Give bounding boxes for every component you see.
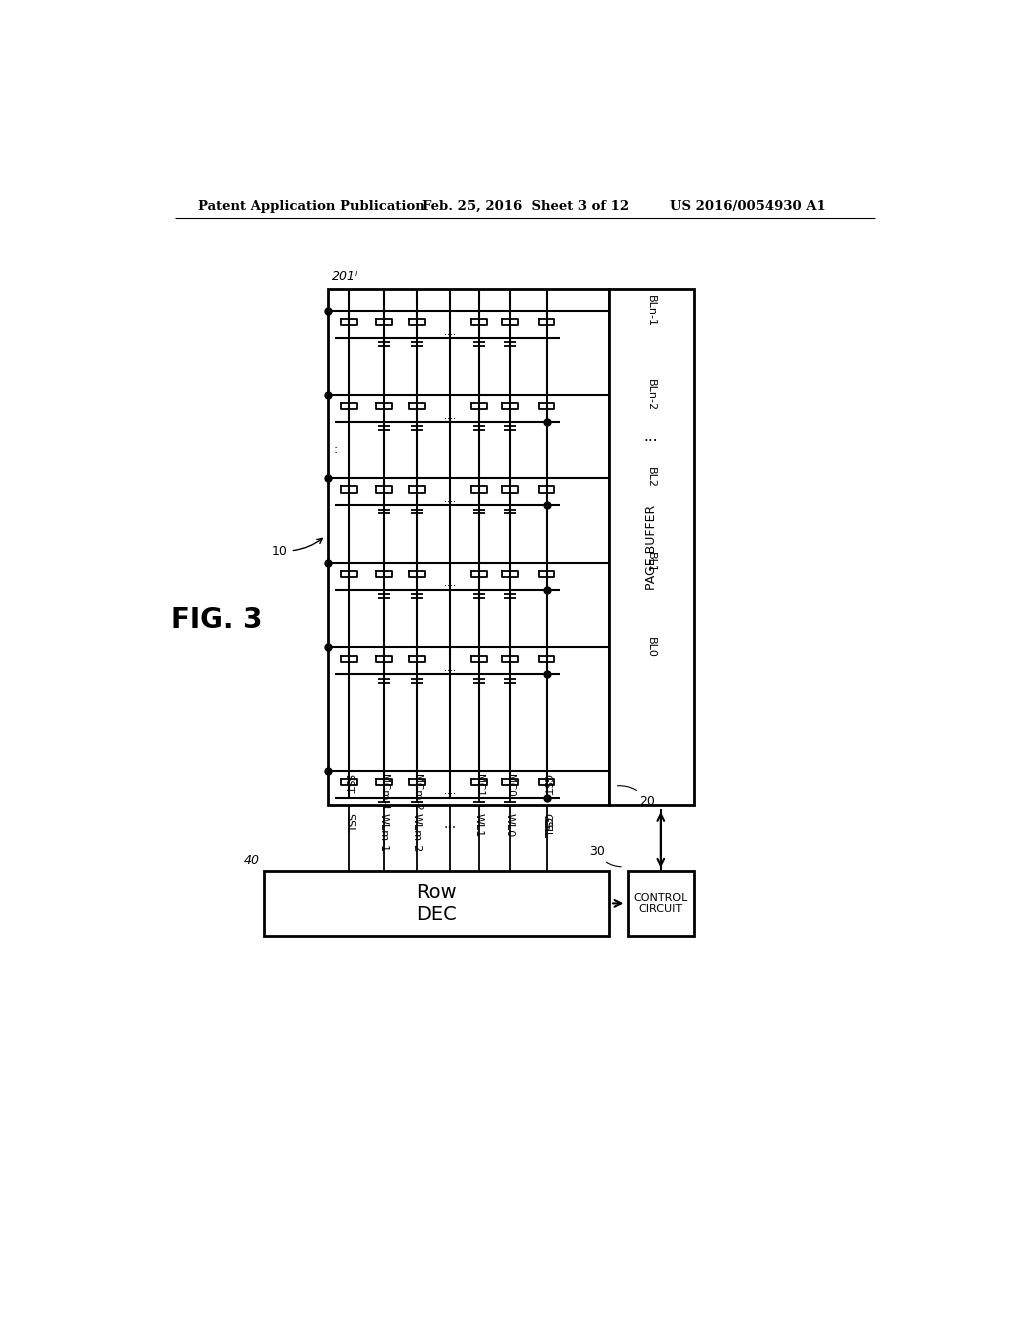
Text: BL0: BL0: [646, 638, 656, 657]
Text: ....: ....: [443, 578, 456, 589]
Text: Row
DEC: Row DEC: [416, 883, 457, 924]
Text: 201ᴵ: 201ᴵ: [332, 271, 358, 284]
Text: BL2: BL2: [646, 467, 656, 488]
Text: :: :: [545, 444, 549, 455]
Bar: [263, 871, 608, 936]
Text: :: :: [508, 444, 512, 455]
Text: :: :: [477, 444, 481, 455]
Text: WLm-2: WLm-2: [412, 813, 422, 853]
Text: :: :: [347, 444, 351, 455]
Text: PAGE BUFFER: PAGE BUFFER: [645, 504, 657, 590]
Text: BL1: BL1: [646, 552, 656, 573]
Text: WL1: WL1: [474, 813, 484, 837]
Text: GSL: GSL: [542, 813, 552, 836]
Text: :: :: [382, 444, 386, 455]
Text: MC1: MC1: [474, 775, 484, 797]
Bar: [328, 289, 608, 805]
Text: 10: 10: [271, 539, 323, 557]
Text: ....: ....: [443, 787, 456, 796]
Text: ...: ...: [644, 429, 658, 444]
Text: CSL: CSL: [542, 817, 552, 838]
Text: ....: ....: [443, 663, 456, 673]
Text: FIG. 3: FIG. 3: [171, 606, 263, 635]
Text: 20: 20: [617, 785, 655, 808]
Text: SST: SST: [344, 775, 354, 793]
Bar: [628, 871, 693, 936]
Text: ....: ....: [443, 411, 456, 421]
Text: :: :: [334, 444, 338, 455]
Text: BLn-1: BLn-1: [646, 294, 656, 327]
Text: ...: ...: [443, 817, 456, 830]
Text: Patent Application Publication: Patent Application Publication: [198, 199, 425, 213]
Text: MC0: MC0: [505, 775, 515, 797]
Text: MCm-1: MCm-1: [379, 775, 389, 812]
Text: ....: ....: [443, 326, 456, 337]
Text: BLn-2: BLn-2: [646, 379, 656, 411]
Text: SSL: SSL: [344, 813, 354, 833]
Text: :: :: [415, 444, 419, 455]
Text: WL0: WL0: [505, 813, 515, 837]
Text: 30: 30: [589, 845, 622, 867]
Text: Feb. 25, 2016  Sheet 3 of 12: Feb. 25, 2016 Sheet 3 of 12: [423, 199, 630, 213]
Text: 40: 40: [244, 854, 260, 867]
Text: GST: GST: [542, 775, 552, 796]
Text: ....: ....: [443, 494, 456, 504]
Text: MCm-2: MCm-2: [412, 775, 422, 812]
Text: US 2016/0054930 A1: US 2016/0054930 A1: [671, 199, 826, 213]
Bar: [608, 289, 693, 805]
Text: WLm-1: WLm-1: [379, 813, 389, 851]
Text: CONTROL
CIRCUIT: CONTROL CIRCUIT: [634, 892, 688, 915]
